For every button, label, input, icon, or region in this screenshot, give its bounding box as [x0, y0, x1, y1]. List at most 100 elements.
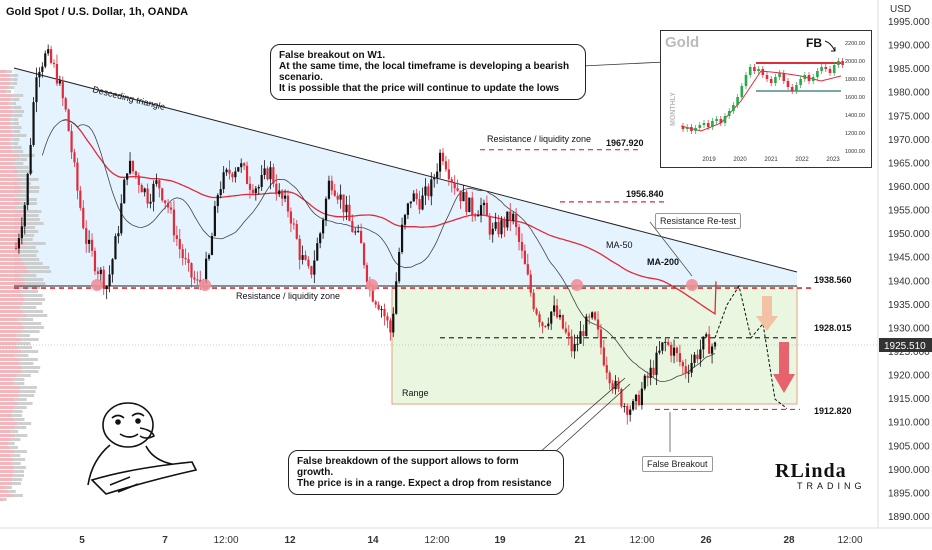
- candle-body: [269, 167, 272, 180]
- candle-body: [260, 174, 263, 187]
- candle-body: [506, 211, 509, 228]
- candle-body: [266, 168, 269, 180]
- volume-bar: [23, 262, 43, 265]
- volume-bar: [18, 394, 35, 397]
- volume-bar: [23, 222, 44, 225]
- candle-body: [292, 223, 295, 225]
- bottom-note-line: The price is in a range. Expect a drop f…: [297, 478, 552, 489]
- triangle-zone: [14, 68, 797, 286]
- candle-body: [479, 205, 483, 216]
- volume-bar: [14, 406, 27, 409]
- candle-body: [275, 183, 278, 195]
- volume-bar: [0, 318, 19, 321]
- volume-bar: [12, 414, 22, 417]
- candle-body: [184, 258, 187, 260]
- volume-bar: [14, 426, 27, 429]
- candle-body: [205, 258, 208, 284]
- volume-bar: [0, 190, 22, 193]
- candle-body: [389, 320, 392, 333]
- candle-body: [672, 347, 676, 356]
- time-axis[interactable]: 5 7 12:00 12 14 12:00 19 21 12:00 26 28 12:00: [79, 535, 863, 546]
- price-axis[interactable]: 1995.000 1990.000 1985.000 1980.000 1975.000…: [888, 17, 930, 523]
- volume-bar: [0, 346, 18, 349]
- volume-bar: [13, 458, 26, 461]
- candle-body: [155, 180, 158, 184]
- volume-bar: [0, 82, 10, 85]
- volume-bar: [14, 398, 27, 401]
- volume-bar: [15, 354, 29, 357]
- volume-bar: [0, 338, 22, 341]
- price-tick: 1985.000: [888, 64, 930, 75]
- ma200-label: MA-200: [647, 257, 679, 267]
- volume-bar: [0, 326, 25, 329]
- candle-body: [32, 102, 35, 145]
- candle-body: [614, 380, 617, 390]
- inset-candle: [736, 97, 739, 105]
- volume-bar: [0, 478, 13, 481]
- candle-body: [210, 236, 214, 255]
- candle-body: [172, 209, 176, 236]
- candle-body: [348, 204, 351, 221]
- candle-body: [283, 195, 287, 199]
- inset-candle: [799, 79, 802, 85]
- candle-body: [362, 243, 366, 266]
- price-tick: 1920.000: [888, 371, 930, 382]
- candle-body: [582, 331, 585, 336]
- candle-body: [690, 362, 693, 373]
- volume-bar: [10, 122, 19, 125]
- volume-bar: [0, 498, 4, 501]
- candle-body: [213, 206, 216, 237]
- candle-body: [649, 367, 652, 379]
- candle-body: [90, 239, 94, 251]
- volume-bar: [0, 270, 29, 273]
- time-tick: 21: [574, 535, 586, 546]
- volume-bar: [0, 242, 26, 245]
- time-tick: 12:00: [837, 535, 862, 546]
- volume-bar: [12, 162, 24, 165]
- touch-circle: [91, 279, 103, 291]
- volume-bar: [24, 282, 46, 285]
- volume-bar: [14, 194, 27, 197]
- volume-bar: [0, 78, 10, 81]
- volume-bar: [18, 362, 34, 365]
- candle-body: [58, 80, 61, 84]
- candle-body: [596, 319, 600, 330]
- volume-bar: [7, 86, 15, 89]
- candle-body: [605, 365, 608, 373]
- candle-body: [406, 203, 410, 215]
- candle-body: [114, 236, 117, 260]
- volume-bar: [0, 454, 12, 457]
- candle-body: [699, 349, 702, 360]
- candle-body: [670, 344, 673, 356]
- candle-body: [684, 366, 687, 374]
- candle-body: [626, 406, 629, 415]
- monthly-inset: Gold MONTHLY FB 2019 2020 2021 2022 2023 220…: [660, 30, 872, 168]
- volume-bar: [24, 298, 45, 301]
- candle-body: [228, 169, 231, 174]
- candle-body: [304, 255, 307, 260]
- volume-bar: [0, 354, 16, 357]
- volume-bar: [0, 178, 22, 181]
- candle-body: [152, 183, 155, 202]
- volume-bar: [20, 358, 38, 361]
- volume-bar: [0, 286, 23, 289]
- volume-bar: [21, 186, 40, 189]
- candle-body: [678, 353, 682, 363]
- volume-bar: [11, 482, 22, 485]
- bottom-note-line: False breakdown of the support allows to…: [297, 456, 519, 478]
- candle-body: [436, 171, 439, 178]
- candle-body: [418, 199, 421, 210]
- bottom-note-bubble: False breakdown of the support allows to…: [288, 450, 564, 495]
- volume-bar: [22, 366, 41, 369]
- volume-bar: [0, 398, 15, 401]
- volume-bar: [14, 174, 27, 177]
- volume-bar: [0, 450, 15, 453]
- volume-bar: [11, 462, 21, 465]
- volume-bar: [9, 74, 19, 77]
- candle-body: [517, 227, 521, 242]
- volume-bar: [6, 486, 12, 489]
- candle-body: [459, 190, 462, 202]
- inset-candle: [820, 67, 823, 71]
- candle-body: [336, 195, 339, 200]
